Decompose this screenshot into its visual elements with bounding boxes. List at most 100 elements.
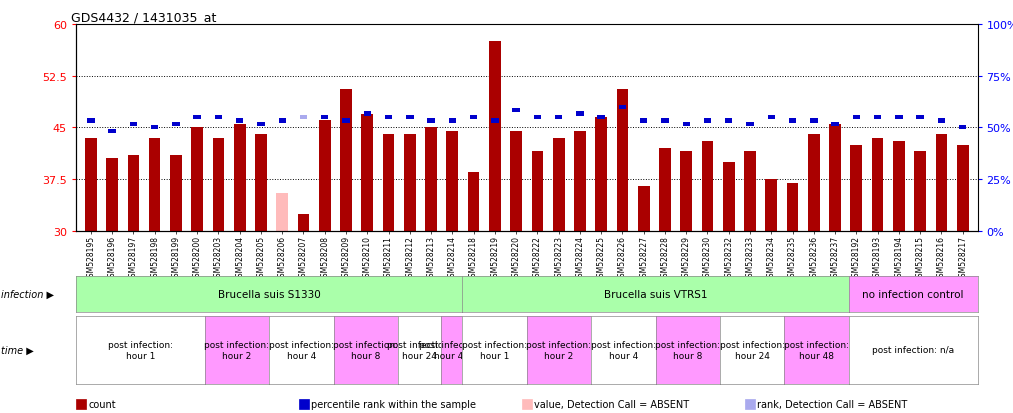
- Bar: [959, 126, 966, 130]
- Text: value, Detection Call = ABSENT: value, Detection Call = ABSENT: [534, 399, 689, 409]
- Bar: [364, 112, 371, 116]
- Text: post infection:
hour 8: post infection: hour 8: [655, 340, 720, 360]
- Bar: [661, 119, 669, 123]
- Text: post infection:
hour 1: post infection: hour 1: [462, 340, 527, 360]
- Bar: [383, 135, 394, 231]
- Bar: [511, 131, 522, 231]
- Bar: [917, 116, 924, 120]
- Bar: [404, 135, 415, 231]
- Bar: [872, 138, 883, 231]
- Bar: [893, 142, 905, 231]
- Bar: [683, 123, 690, 127]
- Bar: [553, 138, 564, 231]
- Bar: [468, 173, 479, 231]
- Bar: [617, 90, 628, 231]
- Bar: [300, 116, 307, 120]
- Bar: [106, 159, 118, 231]
- Bar: [279, 119, 286, 123]
- Bar: [596, 118, 607, 231]
- Bar: [342, 119, 349, 123]
- Bar: [170, 156, 181, 231]
- Bar: [681, 152, 692, 231]
- Bar: [321, 116, 328, 120]
- Bar: [598, 116, 605, 120]
- Text: no infection control: no infection control: [862, 289, 964, 299]
- Text: post infection: n/a: post infection: n/a: [872, 346, 954, 354]
- Bar: [808, 135, 820, 231]
- Bar: [427, 119, 435, 123]
- Text: time ▶: time ▶: [1, 345, 33, 355]
- Bar: [130, 123, 137, 127]
- Bar: [193, 116, 201, 120]
- Bar: [108, 129, 115, 133]
- Text: Brucella suis S1330: Brucella suis S1330: [218, 289, 320, 299]
- Text: post infection:
hour 24: post infection: hour 24: [719, 340, 785, 360]
- Bar: [787, 183, 798, 231]
- Bar: [406, 116, 413, 120]
- Text: count: count: [88, 399, 115, 409]
- Bar: [723, 162, 734, 231]
- Bar: [853, 116, 860, 120]
- Bar: [766, 180, 777, 231]
- Bar: [957, 145, 968, 231]
- Bar: [491, 119, 498, 123]
- Bar: [128, 156, 139, 231]
- Text: post infection:
hour 48: post infection: hour 48: [419, 340, 484, 360]
- Text: percentile rank within the sample: percentile rank within the sample: [311, 399, 476, 409]
- Bar: [151, 126, 158, 130]
- Bar: [725, 119, 732, 123]
- Bar: [915, 152, 926, 231]
- Bar: [149, 138, 160, 231]
- Bar: [215, 116, 222, 120]
- Bar: [191, 128, 203, 231]
- Bar: [425, 128, 437, 231]
- Bar: [449, 119, 456, 123]
- Text: post infection:
hour 4: post infection: hour 4: [268, 340, 334, 360]
- Bar: [85, 138, 96, 231]
- Bar: [830, 125, 841, 231]
- Bar: [874, 116, 881, 120]
- Bar: [555, 116, 562, 120]
- Bar: [851, 145, 862, 231]
- Bar: [213, 138, 224, 231]
- Bar: [938, 119, 945, 123]
- Bar: [704, 119, 711, 123]
- Text: post infection:
hour 1: post infection: hour 1: [107, 340, 173, 360]
- Bar: [574, 131, 586, 231]
- Text: post infection:
hour 8: post infection: hour 8: [333, 340, 398, 360]
- Bar: [745, 152, 756, 231]
- Bar: [298, 214, 309, 231]
- Bar: [702, 142, 713, 231]
- Bar: [534, 116, 541, 120]
- Bar: [234, 125, 245, 231]
- Bar: [810, 119, 817, 123]
- Bar: [319, 121, 330, 231]
- Bar: [895, 116, 903, 120]
- Bar: [659, 149, 671, 231]
- Bar: [277, 193, 288, 231]
- Text: post infection:
hour 4: post infection: hour 4: [591, 340, 655, 360]
- Bar: [640, 119, 647, 123]
- Bar: [255, 135, 266, 231]
- Bar: [513, 109, 520, 113]
- Bar: [936, 135, 947, 231]
- Bar: [447, 131, 458, 231]
- Text: Brucella suis VTRS1: Brucella suis VTRS1: [604, 289, 707, 299]
- Bar: [489, 42, 500, 231]
- Bar: [619, 105, 626, 109]
- Bar: [768, 116, 775, 120]
- Bar: [747, 123, 754, 127]
- Bar: [470, 116, 477, 120]
- Bar: [576, 112, 583, 116]
- Text: post infection:
hour 2: post infection: hour 2: [205, 340, 269, 360]
- Bar: [172, 123, 179, 127]
- Bar: [385, 116, 392, 120]
- Bar: [532, 152, 543, 231]
- Text: post infection:
hour 48: post infection: hour 48: [784, 340, 849, 360]
- Text: infection ▶: infection ▶: [1, 289, 54, 299]
- Bar: [87, 119, 94, 123]
- Bar: [832, 123, 839, 127]
- Text: GDS4432 / 1431035_at: GDS4432 / 1431035_at: [72, 11, 217, 24]
- Text: post infection:
hour 24: post infection: hour 24: [387, 340, 452, 360]
- Text: post infection:
hour 2: post infection: hour 2: [527, 340, 592, 360]
